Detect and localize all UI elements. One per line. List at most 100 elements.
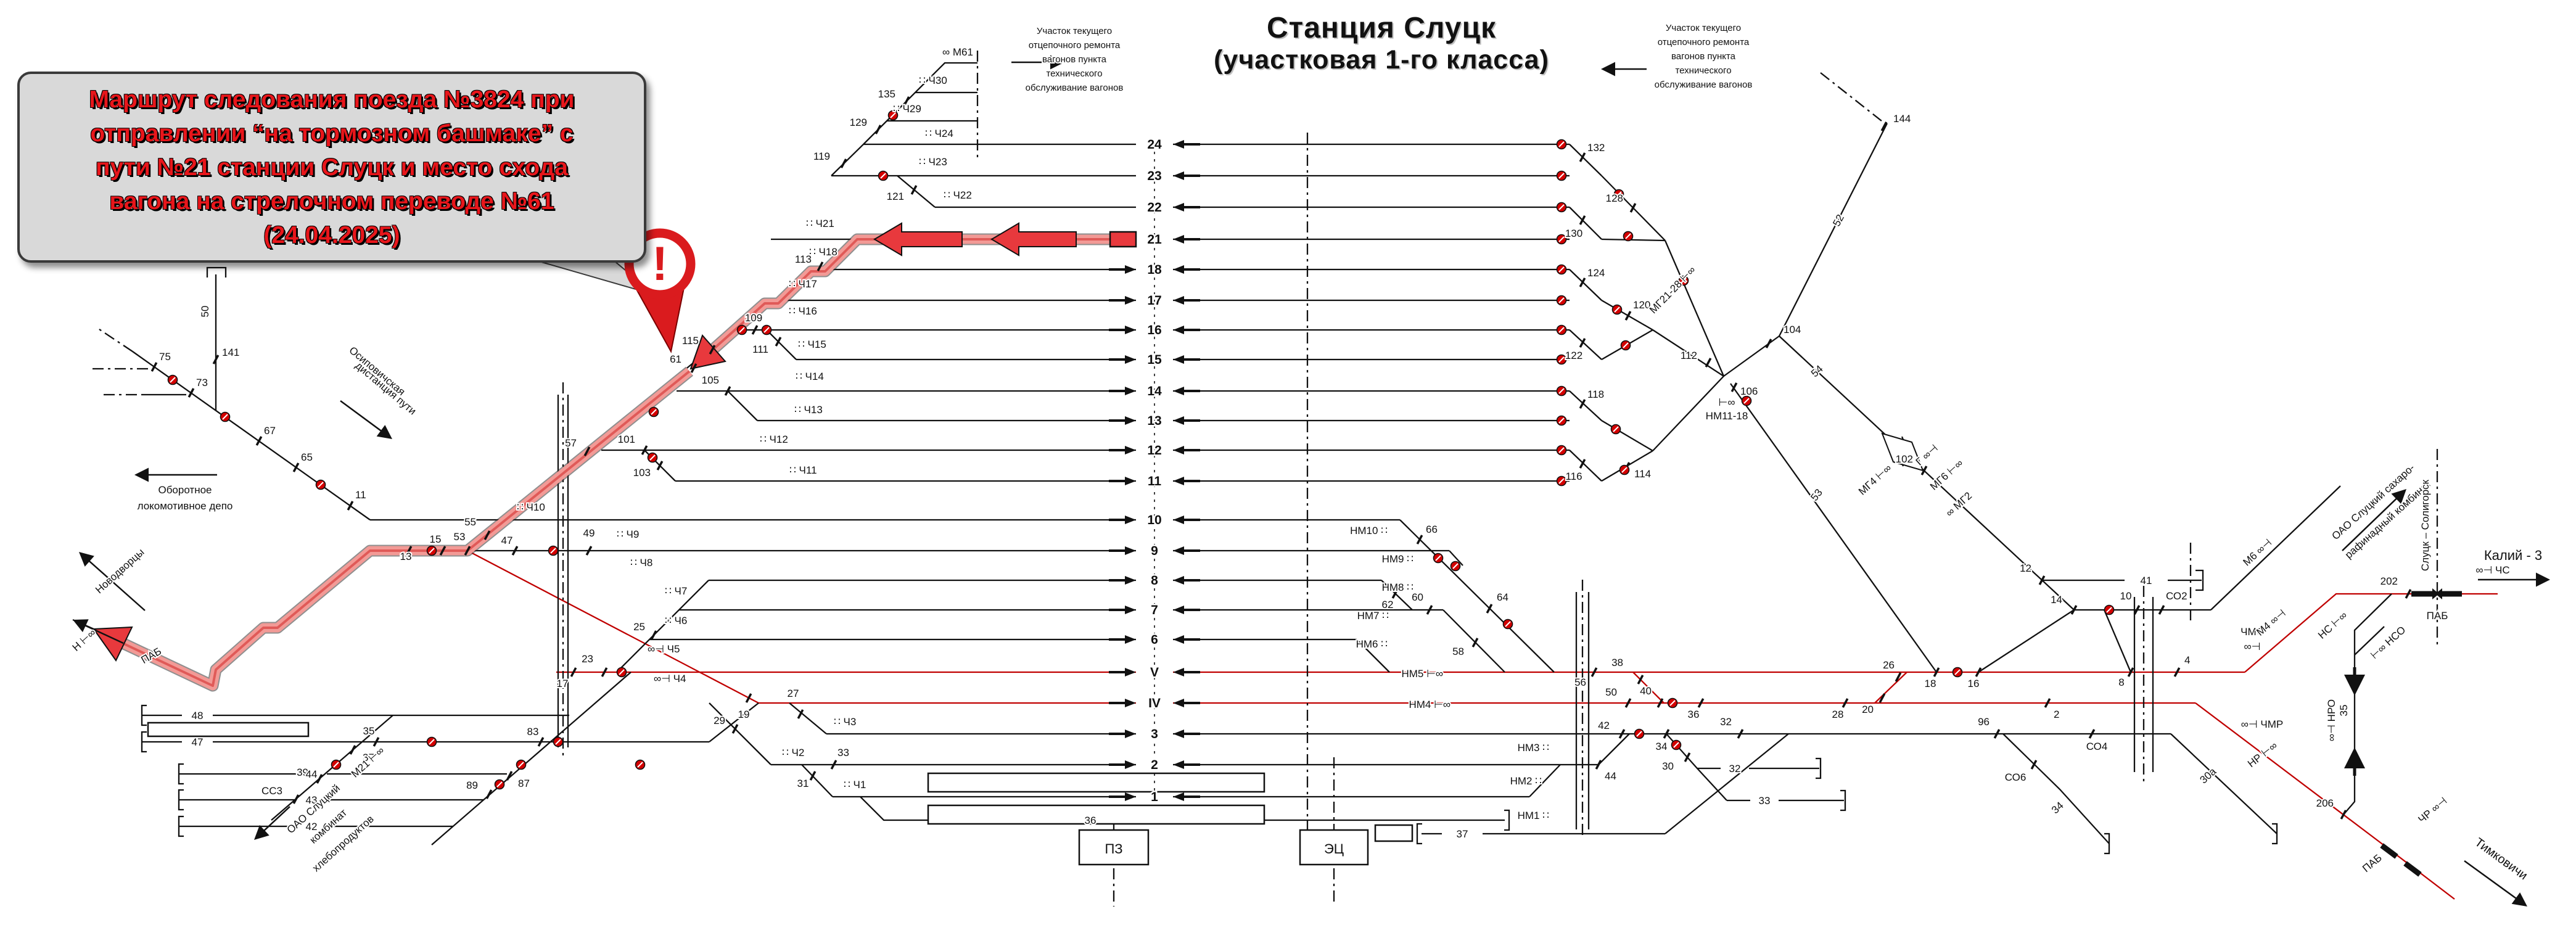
- track-number-6: 6: [1151, 633, 1158, 647]
- direction-arrowhead: [2511, 892, 2527, 906]
- track-line: [206, 266, 227, 278]
- main-track-line: [467, 549, 759, 704]
- label-12: 12: [2020, 562, 2031, 574]
- switch-tick: [1663, 729, 1670, 739]
- track-line: [801, 764, 833, 797]
- signal-circle-mark: [1558, 297, 1565, 303]
- direction-arrowhead: [376, 425, 392, 439]
- direction-arrowhead: [1050, 55, 1064, 70]
- switch-tick: [2044, 698, 2051, 708]
- track-number-23: 23: [1147, 169, 1161, 183]
- signal-circle-mark: [1621, 467, 1627, 473]
- label-М4-: М4 ∞⊣: [2254, 607, 2288, 638]
- track-line: [1529, 764, 1561, 797]
- label-НМ4-: НМ4 ⊢∞: [1409, 699, 1451, 710]
- switch-tick: [372, 737, 380, 747]
- signal-circle-mark: [555, 739, 561, 745]
- label-96: 96: [1978, 716, 1990, 728]
- label-47: 47: [192, 736, 204, 748]
- callout-line-1: Маршрут следования поезда №3824 при: [89, 86, 575, 113]
- switch-tick: [797, 709, 804, 719]
- label-121: 121: [887, 191, 904, 202]
- label-116: 116: [1565, 471, 1582, 482]
- label-36: 36: [1085, 815, 1097, 826]
- label--Ч11: ∷ Ч11: [789, 464, 817, 476]
- track-line: [1569, 207, 1602, 240]
- label-МГ4-: МГ4 ⊢∞: [1856, 462, 1894, 497]
- switch-tick: [1579, 278, 1586, 287]
- label-отцепочного-ремонта: отцепочного ремонта: [1658, 37, 1750, 47]
- label-33: 33: [1759, 795, 1771, 807]
- label-55: 55: [464, 516, 476, 528]
- track-arrowhead-right: [1173, 730, 1184, 738]
- label-53: 53: [454, 531, 466, 543]
- label-130: 130: [1565, 228, 1582, 239]
- label-118: 118: [1587, 388, 1604, 400]
- track-line: [897, 175, 936, 208]
- switch-tick: [1841, 698, 1849, 708]
- label-НМ6-: НМ6 ∷: [1356, 638, 1388, 650]
- track-line: [1356, 639, 1390, 673]
- label-НМ1-: НМ1 ∷: [1518, 810, 1549, 821]
- signal-circle-mark: [739, 327, 745, 333]
- label-73: 73: [196, 377, 208, 388]
- signal-circle-mark: [1613, 426, 1619, 432]
- label-206: 206: [2316, 797, 2334, 809]
- signal-circle-mark: [1558, 447, 1565, 453]
- switch-tick: [656, 461, 664, 471]
- switch-tick: [1880, 121, 1888, 131]
- switch-tick: [1920, 466, 1928, 475]
- track-line: [2195, 569, 2204, 591]
- label-44: 44: [306, 768, 318, 780]
- route-band-core: [123, 370, 691, 687]
- building-pz: [1078, 829, 1150, 866]
- label-4: 4: [2184, 654, 2190, 666]
- track-line: [1840, 789, 1846, 812]
- direction-arrow: [2464, 860, 2523, 904]
- label-36: 36: [1688, 709, 1700, 720]
- label-124: 124: [1587, 267, 1605, 279]
- direction-arrow: [2342, 493, 2403, 551]
- track-line: [709, 702, 759, 742]
- label-обслуживание-вагонов: обслуживание вагонов: [1655, 80, 1753, 90]
- signal-circle-mark: [1558, 173, 1565, 179]
- label-ПАБ: ПАБ: [2427, 610, 2448, 622]
- direction-arrow: [340, 400, 388, 437]
- track-line: [2210, 485, 2341, 610]
- label--Ч22: ∷ Ч22: [944, 189, 972, 201]
- label--Ч8: ∷ Ч8: [630, 557, 652, 569]
- label-НМ7-: НМ7 ∷: [1357, 610, 1389, 622]
- signal-circle-mark: [1452, 563, 1459, 569]
- track-line: [1730, 383, 1937, 673]
- signal-circle-mark: [637, 762, 643, 768]
- label-35: 35: [2338, 705, 2350, 717]
- track-line: [1652, 329, 1724, 377]
- track-number-1: 1: [1151, 790, 1158, 804]
- label-обслуживание-вагонов: обслуживание вагонов: [1026, 83, 1124, 93]
- switch-tick: [1737, 729, 1744, 739]
- switch-tick: [1416, 535, 1423, 545]
- label-38: 38: [1611, 657, 1623, 668]
- track-number-18: 18: [1147, 263, 1162, 277]
- track-line: [1779, 335, 2075, 610]
- direction-arrow: [83, 555, 146, 611]
- label-НМ2-: НМ2 ∷: [1510, 775, 1542, 787]
- track-line: [141, 731, 147, 753]
- label-Г-: Г ∞⊣: [1914, 442, 1940, 467]
- label-141: 141: [222, 347, 239, 358]
- label--Ч9: ∷ Ч9: [617, 528, 639, 540]
- label-технического: технического: [1675, 65, 1731, 76]
- signal-circle-mark: [518, 762, 524, 768]
- label--Ч15: ∷ Ч15: [798, 339, 826, 350]
- label--: ⊢∞: [1719, 397, 1735, 408]
- signal-circle-mark: [1558, 236, 1565, 242]
- platform-47: [147, 722, 310, 738]
- track-line: [2343, 593, 2392, 815]
- direction-arrow: [78, 622, 124, 644]
- label-Осиповичская: Осиповичская: [347, 344, 407, 398]
- label-Тимковичи: Тимковичи: [2472, 836, 2530, 882]
- signal-circle-mark: [1743, 398, 1750, 404]
- label-89: 89: [466, 779, 478, 791]
- track-arrowhead-right: [1173, 140, 1184, 149]
- label-хлебопродуктов: хлебопродуктов: [310, 813, 376, 874]
